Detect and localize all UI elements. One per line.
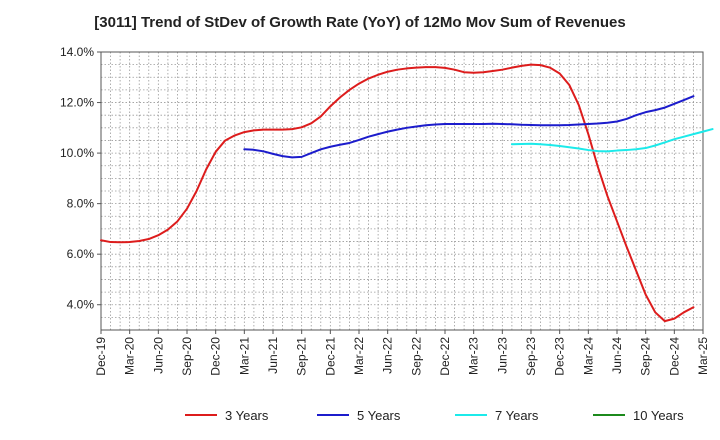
x-tick-label: Mar-22 <box>352 337 366 375</box>
x-tick-label: Dec-21 <box>323 337 337 376</box>
chart-title: [3011] Trend of StDev of Growth Rate (Yo… <box>94 14 626 31</box>
series-line-5-years <box>243 95 695 159</box>
legend-label: 3 Years <box>225 408 269 423</box>
x-tick-label: Jun-24 <box>610 337 624 374</box>
x-tick-label: Jun-20 <box>151 337 165 374</box>
legend-label: 7 Years <box>495 408 539 423</box>
plot-frame <box>100 51 704 331</box>
x-tick-label: Mar-20 <box>123 337 137 375</box>
x-tick-label: Dec-23 <box>553 337 567 376</box>
legend-label: 5 Years <box>357 408 401 423</box>
x-tick-label: Sep-23 <box>524 337 538 376</box>
y-tick-label: 6.0% <box>67 247 95 261</box>
x-tick-label: Sep-24 <box>639 337 653 376</box>
x-tick-label: Mar-25 <box>696 337 710 375</box>
y-tick-label: 10.0% <box>60 146 94 160</box>
legend: 3 Years 5 Years 7 Years 10 Years <box>185 408 684 423</box>
x-tick-label: Jun-21 <box>266 337 280 374</box>
x-tick-label: Dec-20 <box>209 337 223 376</box>
x-axis: Dec-19 Mar-20 Jun-20 Sep-20 Dec-20 Mar-21 Jun-… <box>94 330 710 376</box>
x-tick-label: Jun-22 <box>381 337 395 374</box>
x-tick-label: Sep-22 <box>409 337 423 376</box>
y-tick-label: 12.0% <box>60 96 94 110</box>
x-tick-label: Mar-24 <box>581 337 595 375</box>
y-tick-label: 14.0% <box>60 45 94 59</box>
x-tick-label: Jun-23 <box>495 337 509 374</box>
series-line-3-years <box>100 63 695 323</box>
x-tick-label: Sep-20 <box>180 337 194 376</box>
series-group <box>100 63 714 323</box>
x-tick-label: Dec-22 <box>438 337 452 376</box>
x-tick-label: Mar-23 <box>467 337 481 375</box>
grid <box>101 52 703 330</box>
x-tick-label: Sep-21 <box>295 337 309 376</box>
y-tick-label: 4.0% <box>67 298 95 312</box>
x-tick-label: Dec-24 <box>667 337 681 376</box>
y-axis: 4.0% 6.0% 8.0% 10.0% 12.0% 14.0% <box>60 45 101 312</box>
x-tick-label: Mar-21 <box>237 337 251 375</box>
y-tick-label: 8.0% <box>67 197 95 211</box>
series-line-7-years <box>510 128 714 153</box>
x-tick-label: Dec-19 <box>94 337 108 376</box>
legend-label: 10 Years <box>633 408 684 423</box>
